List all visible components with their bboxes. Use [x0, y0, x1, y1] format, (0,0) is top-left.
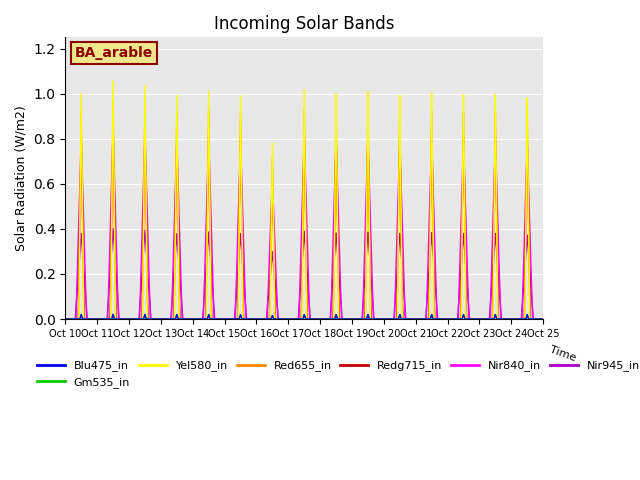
- Nir840_in: [411, 316, 419, 322]
- Line: Nir945_in: Nir945_in: [65, 228, 543, 319]
- Nir945_in: [109, 226, 117, 231]
- Red655_in: [224, 316, 232, 322]
- Nir840_in: [519, 276, 527, 282]
- Nir840_in: [287, 316, 295, 322]
- Red655_in: [411, 316, 419, 322]
- Blu475_in: [61, 316, 69, 322]
- Redg715_in: [424, 316, 432, 322]
- Blu475_in: [540, 316, 547, 322]
- Gm535_in: [109, 312, 117, 317]
- Nir945_in: [224, 316, 232, 322]
- Gm535_in: [540, 316, 547, 322]
- Blu475_in: [287, 316, 295, 322]
- Line: Yel580_in: Yel580_in: [65, 81, 543, 319]
- Text: BA_arable: BA_arable: [75, 46, 153, 60]
- Gm535_in: [287, 316, 295, 322]
- Yel580_in: [224, 316, 232, 322]
- Gm535_in: [519, 316, 527, 322]
- Redg715_in: [411, 316, 419, 322]
- Redg715_in: [109, 120, 117, 126]
- Yel580_in: [540, 316, 547, 322]
- Yel580_in: [411, 316, 419, 322]
- Blu475_in: [224, 316, 232, 322]
- Redg715_in: [513, 316, 521, 322]
- Nir840_in: [540, 316, 547, 322]
- Line: Redg715_in: Redg715_in: [65, 123, 543, 319]
- Blu475_in: [411, 316, 419, 322]
- Red655_in: [540, 316, 547, 322]
- Y-axis label: Solar Radiation (W/m2): Solar Radiation (W/m2): [15, 105, 28, 251]
- Nir945_in: [61, 316, 69, 322]
- Line: Gm535_in: Gm535_in: [65, 314, 543, 319]
- Line: Nir840_in: Nir840_in: [65, 128, 543, 319]
- Yel580_in: [61, 316, 69, 322]
- Text: Time: Time: [548, 345, 577, 363]
- Redg715_in: [61, 316, 69, 322]
- Blu475_in: [424, 316, 432, 322]
- Red655_in: [287, 316, 295, 322]
- Redg715_in: [224, 316, 232, 322]
- Gm535_in: [61, 316, 69, 322]
- Gm535_in: [513, 316, 521, 322]
- Yel580_in: [287, 316, 295, 322]
- Red655_in: [61, 316, 69, 322]
- Red655_in: [109, 97, 117, 103]
- Red655_in: [424, 316, 432, 322]
- Nir945_in: [424, 281, 432, 287]
- Nir840_in: [424, 255, 432, 261]
- Nir945_in: [519, 290, 527, 296]
- Yel580_in: [513, 316, 521, 322]
- Blu475_in: [109, 312, 117, 317]
- Red655_in: [519, 316, 527, 322]
- Nir840_in: [224, 316, 232, 322]
- Nir840_in: [513, 316, 521, 322]
- Redg715_in: [287, 316, 295, 322]
- Redg715_in: [519, 316, 527, 322]
- Nir840_in: [109, 125, 117, 131]
- Yel580_in: [519, 316, 527, 322]
- Nir945_in: [411, 316, 419, 322]
- Nir840_in: [61, 316, 69, 322]
- Nir945_in: [513, 316, 521, 322]
- Red655_in: [513, 316, 521, 322]
- Line: Blu475_in: Blu475_in: [65, 314, 543, 319]
- Line: Red655_in: Red655_in: [65, 100, 543, 319]
- Nir945_in: [287, 316, 295, 322]
- Yel580_in: [109, 78, 117, 84]
- Gm535_in: [224, 316, 232, 322]
- Yel580_in: [424, 316, 432, 322]
- Nir945_in: [540, 316, 547, 322]
- Redg715_in: [540, 316, 547, 322]
- Blu475_in: [519, 316, 527, 322]
- Gm535_in: [411, 316, 419, 322]
- Gm535_in: [424, 316, 432, 322]
- Blu475_in: [513, 316, 521, 322]
- Legend: Blu475_in, Gm535_in, Yel580_in, Red655_in, Redg715_in, Nir840_in, Nir945_in: Blu475_in, Gm535_in, Yel580_in, Red655_i…: [33, 356, 640, 392]
- Title: Incoming Solar Bands: Incoming Solar Bands: [214, 15, 394, 33]
